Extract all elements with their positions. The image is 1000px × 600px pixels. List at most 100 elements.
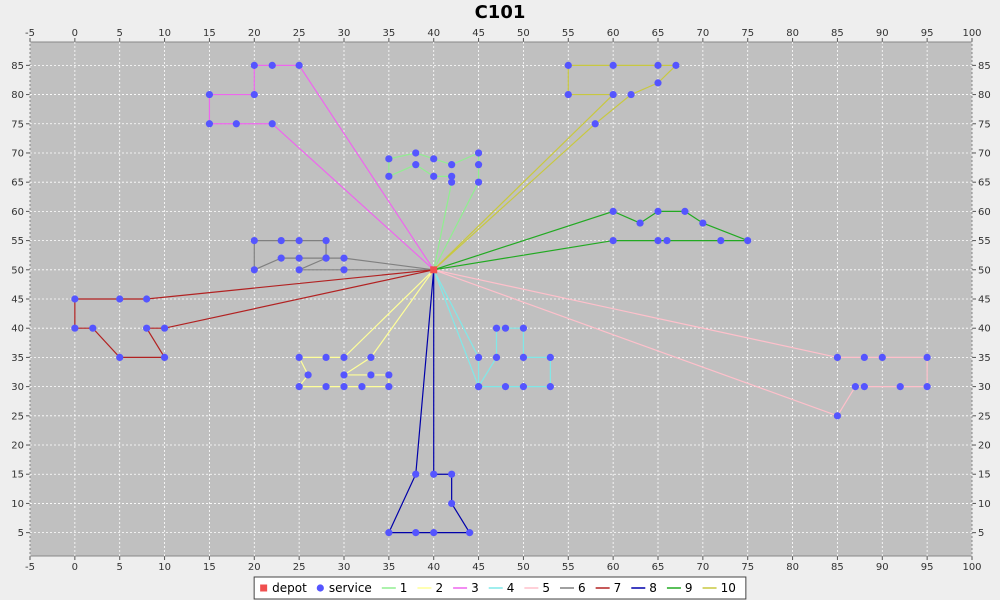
service-point bbox=[277, 236, 285, 245]
service-point bbox=[654, 61, 662, 69]
service-point bbox=[143, 324, 151, 332]
service-point bbox=[672, 61, 680, 69]
service-point bbox=[923, 353, 931, 362]
service-point bbox=[358, 383, 366, 391]
service-point bbox=[636, 219, 644, 227]
x-tick-label-bottom: 100 bbox=[962, 562, 981, 573]
service-point bbox=[322, 353, 330, 362]
x-tick-label-top: 55 bbox=[562, 28, 575, 39]
service-point bbox=[71, 295, 79, 303]
service-point bbox=[385, 383, 393, 391]
legend-label-2: 2 bbox=[435, 581, 443, 595]
x-tick-label-bottom: 55 bbox=[562, 562, 575, 573]
legend-label-4: 4 bbox=[507, 581, 515, 595]
service-point bbox=[430, 155, 438, 163]
x-tick-label-top: 75 bbox=[741, 28, 754, 39]
service-point bbox=[860, 383, 868, 391]
legend-depot-label: depot bbox=[272, 581, 307, 595]
x-tick-label-top: 35 bbox=[382, 28, 395, 39]
x-tick-label-top: 15 bbox=[203, 28, 216, 39]
service-point bbox=[340, 383, 348, 391]
service-point bbox=[609, 236, 617, 245]
service-point bbox=[654, 207, 662, 215]
legend-label-3: 3 bbox=[471, 581, 479, 595]
service-point bbox=[501, 383, 510, 391]
chart-title: C101 bbox=[475, 2, 526, 23]
service-point bbox=[367, 353, 375, 362]
service-point bbox=[833, 412, 842, 420]
x-tick-label-top: 85 bbox=[831, 28, 844, 39]
depot-marker bbox=[430, 266, 438, 274]
service-point bbox=[89, 324, 97, 332]
y-tick-label-right: 65 bbox=[978, 178, 991, 189]
legend-depot-swatch bbox=[260, 584, 268, 592]
y-tick-label-right: 80 bbox=[978, 90, 991, 101]
y-tick-label-left: 80 bbox=[11, 90, 24, 101]
service-point bbox=[474, 178, 483, 186]
y-tick-label-right: 10 bbox=[978, 499, 991, 510]
service-point bbox=[519, 324, 528, 332]
service-point bbox=[474, 353, 483, 362]
service-point bbox=[501, 324, 510, 332]
service-point bbox=[699, 219, 707, 227]
y-tick-label-right: 85 bbox=[978, 61, 991, 72]
x-tick-label-bottom: 35 bbox=[382, 562, 395, 573]
y-tick-label-left: 15 bbox=[11, 470, 24, 481]
service-point bbox=[385, 371, 393, 379]
service-point bbox=[609, 90, 617, 99]
service-point bbox=[412, 161, 420, 169]
y-tick-label-right: 55 bbox=[978, 236, 991, 247]
service-point bbox=[430, 529, 438, 537]
service-point bbox=[474, 161, 483, 169]
x-tick-label-top: 60 bbox=[607, 28, 620, 39]
x-tick-label-bottom: -5 bbox=[25, 562, 35, 573]
x-tick-label-top: 25 bbox=[293, 28, 306, 39]
service-point bbox=[654, 236, 662, 245]
x-tick-label-bottom: 40 bbox=[427, 562, 440, 573]
x-tick-label-top: 80 bbox=[786, 28, 799, 39]
service-point bbox=[277, 254, 285, 262]
service-point bbox=[160, 353, 169, 362]
x-tick-label-bottom: 60 bbox=[607, 562, 620, 573]
service-point bbox=[385, 155, 393, 163]
x-tick-label-bottom: 85 bbox=[831, 562, 844, 573]
legend-label-1: 1 bbox=[400, 581, 408, 595]
service-point bbox=[340, 254, 348, 262]
service-point bbox=[627, 90, 635, 99]
service-point bbox=[896, 383, 904, 391]
y-tick-label-right: 5 bbox=[978, 528, 984, 539]
service-point bbox=[385, 172, 393, 180]
x-tick-label-bottom: 80 bbox=[786, 562, 799, 573]
route-line-3 bbox=[208, 64, 435, 271]
y-tick-label-right: 15 bbox=[978, 470, 991, 481]
x-tick-label-bottom: 45 bbox=[472, 562, 485, 573]
y-tick-label-right: 50 bbox=[978, 265, 991, 276]
y-tick-label-right: 25 bbox=[978, 411, 991, 422]
y-tick-label-left: 50 bbox=[11, 265, 24, 276]
y-tick-label-left: 35 bbox=[11, 353, 24, 364]
x-tick-label-bottom: 25 bbox=[293, 562, 306, 573]
service-point bbox=[250, 236, 258, 245]
service-point bbox=[448, 499, 456, 508]
service-point bbox=[322, 254, 330, 262]
x-tick-label-top: 30 bbox=[338, 28, 351, 39]
x-tick-label-top: 45 bbox=[472, 28, 485, 39]
service-point bbox=[448, 178, 456, 186]
legend: depot service 1 2 3 4 5 6 7 8 9 10 bbox=[253, 576, 747, 600]
x-tick-label-top: 50 bbox=[517, 28, 530, 39]
service-point bbox=[430, 470, 438, 478]
x-tick-label-bottom: 95 bbox=[921, 562, 934, 573]
y-tick-label-right: 75 bbox=[978, 119, 991, 130]
service-point bbox=[744, 236, 752, 245]
service-point bbox=[663, 236, 671, 245]
service-point bbox=[250, 61, 258, 69]
legend-label-6: 6 bbox=[578, 581, 586, 595]
y-tick-label-right: 70 bbox=[978, 148, 991, 159]
service-point bbox=[609, 61, 617, 69]
y-tick-label-left: 85 bbox=[11, 61, 24, 72]
service-point bbox=[654, 79, 662, 87]
service-point bbox=[519, 383, 528, 391]
service-point bbox=[295, 266, 303, 274]
y-tick-label-left: 75 bbox=[11, 119, 24, 130]
service-point bbox=[466, 529, 474, 537]
